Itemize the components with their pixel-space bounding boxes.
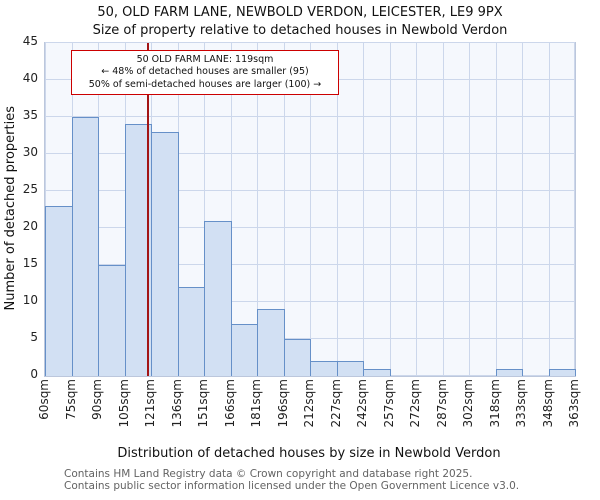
y-axis-label: Number of detached properties bbox=[2, 106, 18, 311]
gridline-vertical bbox=[574, 43, 575, 376]
y-tick-label: 45 bbox=[22, 34, 38, 48]
gridline-vertical bbox=[336, 43, 338, 376]
chart-subtitle: Size of property relative to detached ho… bbox=[92, 23, 508, 38]
x-tick-label: 272sqm bbox=[408, 379, 422, 428]
gridline-vertical bbox=[230, 43, 232, 376]
gridline-vertical bbox=[204, 43, 205, 376]
gridline-vertical bbox=[310, 43, 311, 376]
histogram-bar bbox=[71, 117, 99, 376]
annotation-line-1: 50 OLD FARM LANE: 119sqm bbox=[136, 54, 274, 65]
x-tick-label: 227sqm bbox=[328, 379, 343, 428]
y-tick-label: 25 bbox=[22, 182, 38, 196]
gridline-vertical bbox=[469, 43, 470, 376]
gridline-horizontal bbox=[45, 42, 575, 43]
x-tick-label: 60sqm bbox=[37, 379, 51, 420]
y-tick-label: 20 bbox=[22, 219, 38, 233]
plot-area: 50 OLD FARM LANE: 119sqm ← 48% of detach… bbox=[44, 42, 576, 377]
x-tick-label: 348sqm bbox=[540, 379, 555, 428]
x-tick-label: 257sqm bbox=[381, 379, 396, 428]
x-tick-label: 212sqm bbox=[302, 379, 316, 428]
gridline-vertical bbox=[389, 43, 391, 376]
histogram-bar bbox=[177, 287, 205, 376]
y-tick-label: 15 bbox=[22, 256, 38, 270]
histogram-bar bbox=[363, 368, 391, 376]
annotation-box: 50 OLD FARM LANE: 119sqm ← 48% of detach… bbox=[71, 50, 339, 96]
y-tick-label: 0 bbox=[30, 367, 38, 381]
y-tick-label: 40 bbox=[22, 71, 38, 85]
histogram-bar bbox=[548, 368, 576, 376]
histogram-bar bbox=[98, 265, 126, 376]
chart-title: 50, OLD FARM LANE, NEWBOLD VERDON, LEICE… bbox=[97, 5, 503, 20]
x-tick-label: 105sqm bbox=[116, 379, 131, 428]
gridline-vertical bbox=[416, 43, 417, 376]
histogram-bar bbox=[45, 205, 73, 376]
gridline-vertical bbox=[257, 43, 258, 376]
y-tick-label: 10 bbox=[22, 293, 38, 307]
histogram-bar bbox=[151, 131, 179, 376]
histogram-bar bbox=[495, 368, 523, 376]
x-tick-label: 136sqm bbox=[169, 379, 184, 428]
histogram-bar bbox=[204, 220, 232, 376]
x-tick-label: 166sqm bbox=[222, 379, 237, 428]
property-size-marker bbox=[147, 43, 150, 376]
y-tick-label: 30 bbox=[22, 145, 38, 159]
y-axis-label-wrap: Number of detached properties bbox=[2, 42, 18, 375]
gridline-vertical bbox=[442, 43, 444, 376]
gridline-vertical bbox=[283, 43, 285, 376]
histogram-bar bbox=[310, 361, 338, 376]
histogram-bar bbox=[283, 339, 311, 376]
y-tick-label: 35 bbox=[22, 108, 38, 122]
annotation-line-2: ← 48% of detached houses are smaller (95… bbox=[101, 66, 309, 78]
gridline-vertical bbox=[495, 43, 497, 376]
x-tick-label: 75sqm bbox=[63, 379, 78, 420]
x-tick-label: 333sqm bbox=[514, 379, 528, 428]
x-tick-label: 363sqm bbox=[567, 379, 581, 428]
x-tick-label: 121sqm bbox=[143, 379, 157, 428]
x-tick-label: 196sqm bbox=[275, 379, 290, 428]
annotation-line-3: 50% of semi-detached houses are larger (… bbox=[88, 78, 322, 90]
gridline-vertical bbox=[363, 43, 364, 376]
x-tick-label: 287sqm bbox=[434, 379, 449, 428]
gridline-vertical bbox=[548, 43, 550, 376]
histogram-bar bbox=[336, 361, 364, 376]
histogram-bar bbox=[257, 309, 285, 376]
x-tick-label: 151sqm bbox=[196, 379, 210, 428]
histogram-bar bbox=[230, 324, 258, 376]
x-tick-label: 242sqm bbox=[355, 379, 369, 428]
x-tick-label: 181sqm bbox=[249, 379, 263, 428]
x-tick-label: 90sqm bbox=[90, 379, 104, 420]
footer-attribution-1: Contains HM Land Registry data © Crown c… bbox=[64, 468, 473, 480]
x-tick-label: 318sqm bbox=[487, 379, 502, 428]
y-tick-label: 5 bbox=[30, 330, 38, 344]
footer-attribution-2: Contains public sector information licen… bbox=[64, 480, 520, 492]
x-axis-label: Distribution of detached houses by size … bbox=[117, 446, 501, 461]
gridline-vertical bbox=[522, 43, 523, 376]
x-tick-label: 302sqm bbox=[461, 379, 475, 428]
